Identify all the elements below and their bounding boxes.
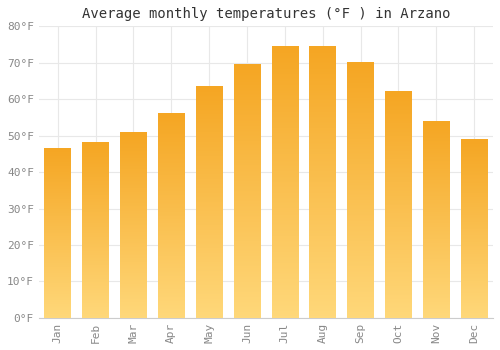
Bar xyxy=(348,63,374,318)
Bar xyxy=(310,46,336,318)
Bar xyxy=(461,139,487,318)
Title: Average monthly temperatures (°F ) in Arzano: Average monthly temperatures (°F ) in Ar… xyxy=(82,7,450,21)
Bar xyxy=(385,92,411,318)
Bar xyxy=(120,132,146,318)
Bar xyxy=(196,86,222,318)
Bar xyxy=(44,148,71,318)
Bar xyxy=(158,114,184,318)
Bar xyxy=(82,143,109,318)
Bar xyxy=(423,121,450,318)
Bar xyxy=(234,64,260,318)
Bar xyxy=(272,46,298,318)
